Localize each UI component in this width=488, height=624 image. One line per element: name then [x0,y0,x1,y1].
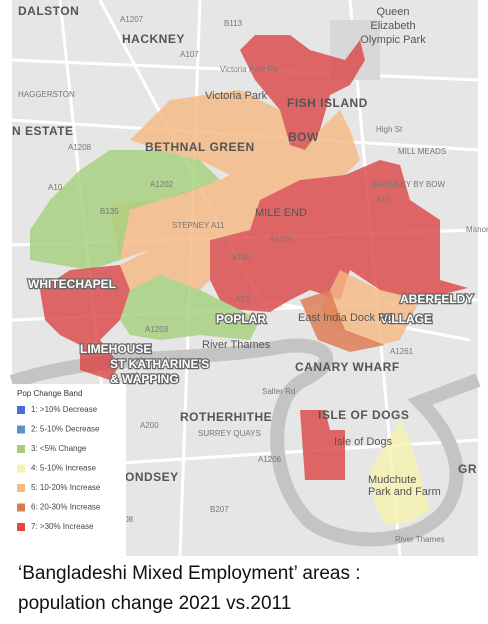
place-label: ST KATHARINE'S [110,357,209,371]
place-label: POPLAR [216,312,266,326]
legend-box [12,384,126,556]
legend-label: 7: >30% Increase [31,522,94,531]
place-label: HAGGERSTON [18,90,75,99]
legend-label: 6: 20-30% Increase [31,503,101,512]
legend-swatch [17,464,25,473]
change-area [240,35,365,150]
road-label: A10 [48,183,63,192]
road-label: A1207 [120,15,144,24]
place-label: Victoria Park [205,90,268,102]
road-label: B113 [224,19,243,28]
legend-swatch [17,445,25,453]
road-label: A1206 [258,455,282,464]
place-label: VILLAGE [380,312,432,326]
road-label: A12 [376,195,391,204]
road-label: A1202 [150,180,174,189]
place-label: Isle of Dogs [334,436,393,448]
place-label: ONDSEY [125,470,179,484]
place-label: Park and Farm [368,486,441,498]
place-label: BOW [288,130,319,144]
road-label: B140 [232,253,251,262]
change-areas [30,35,468,525]
change-area [110,175,260,260]
road-label: B207 [210,505,229,514]
legend-label: 3: <5% Change [31,444,87,453]
legend-label: 2: 5-10% Decrease [31,425,100,434]
road-label: A13 [235,295,250,304]
road-label: A1208 [68,143,92,152]
road-labels: A1207 B113 A107 Victoria Park Rd A1208 A… [48,15,488,524]
change-area [40,265,130,380]
place-label: CANARY WHARF [295,360,400,374]
place-label: BETHNAL GREEN [145,140,255,154]
legend-label: 4: 5-10% Increase [31,464,96,473]
road-label: Victoria Park Rd [220,65,278,74]
road-label: B135 [100,207,119,216]
legend-swatch [17,523,25,531]
legend-label: 1: >10% Decrease [31,405,98,414]
road-label: Salter Rd [262,387,295,396]
change-area [120,275,260,340]
place-label: DALSTON [18,4,79,18]
place-label: MILE END [255,207,307,219]
change-area [120,240,210,290]
place-label: ROTHERHITHE [180,410,272,424]
legend-swatch [17,484,25,492]
place-label: SURREY QUAYS [198,429,261,438]
legend-title: Pop Change Band [17,389,82,398]
road-label: East India Dock Rd [298,312,392,324]
place-label: River Thames [202,339,271,351]
place-labels: DALSTON HACKNEY Queen Elizabeth Olympic … [12,4,477,544]
road-label: A1261 [390,347,414,356]
legend-swatch [17,503,25,512]
change-area [370,420,430,525]
change-area [30,150,220,270]
place-label: N ESTATE [12,124,74,138]
road-label: STEPNEY A11 [172,221,225,230]
change-area [210,160,468,312]
place-label: River Thames [395,535,445,544]
road-label: A200 [140,421,159,430]
place-label: LIMEHOUSE [80,342,151,356]
legend: Pop Change Band 1: >10% Decrease 2: 5-10%… [12,384,126,556]
road-label: A1205 [270,235,294,244]
place-label: Mudchute [368,474,416,486]
legend-label: 5: 10-20% Increase [31,483,101,492]
place-label: FISH ISLAND [287,96,368,110]
place-label: Olympic Park [360,34,426,46]
legend-swatch [17,425,25,434]
place-label: ISLE OF DOGS [318,408,409,422]
place-label: GR [458,462,477,476]
place-label: Elizabeth [370,20,415,32]
change-area [300,410,345,480]
caption: population change 2021 vs.2011 [18,593,291,614]
legend-swatch [17,406,25,414]
road-label: Manor Rd [466,225,488,234]
place-label: ABERFELDY [400,292,473,306]
place-label: BROMLEY BY BOW [372,180,446,189]
road-label: High St [376,125,403,134]
change-area [320,270,420,345]
road-label: A1203 [145,325,169,334]
change-area [300,290,385,352]
place-label: Queen [376,6,409,18]
place-label: & WAPPING [110,372,179,386]
caption: ‘Bangladeshi Mixed Employment’ areas : [18,563,361,584]
change-area [130,90,360,200]
place-label: WHITECHAPEL [28,277,116,291]
place-label: HACKNEY [122,32,185,46]
place-label: MILL MEADS [398,147,446,156]
road-label: A107 [180,50,199,59]
